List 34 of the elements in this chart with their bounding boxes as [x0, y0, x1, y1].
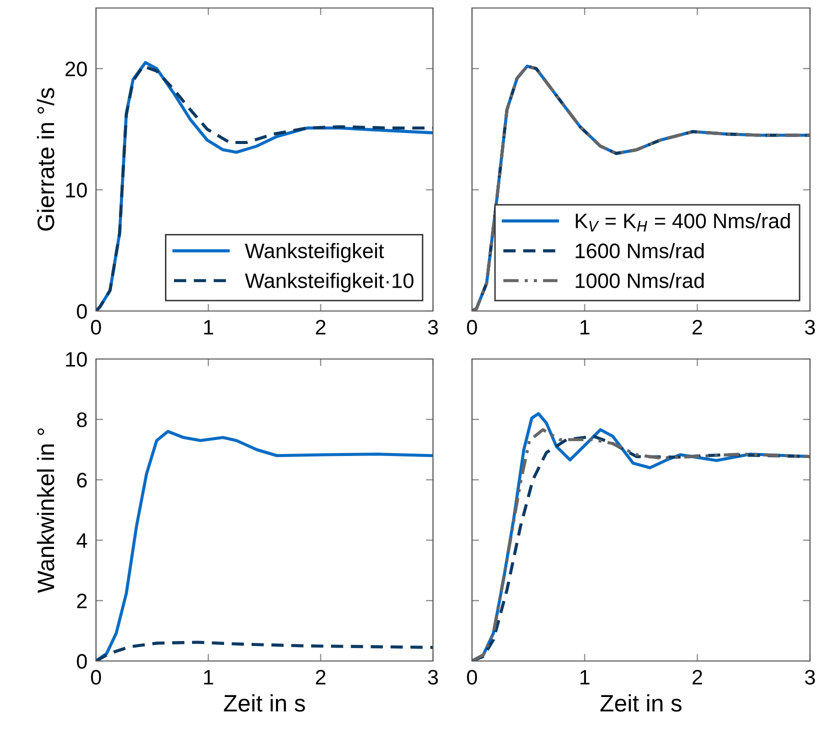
legend-label: Wanksteifigkeit·10 — [244, 272, 414, 292]
x-tick-label: 2 — [316, 320, 326, 334]
legend-label: Wanksteifigkeit — [244, 242, 384, 262]
y-tick-label: 0 — [76, 304, 87, 319]
x-tick-label: 3 — [805, 670, 815, 685]
x-axis-title: Zeit in s — [600, 694, 682, 712]
y-tick-label: 8 — [76, 412, 87, 428]
x-tick-label: 3 — [805, 320, 815, 335]
x-tick-label: 0 — [91, 670, 101, 685]
x-tick-label: 1 — [580, 670, 590, 684]
y-tick-label: 6 — [77, 472, 87, 488]
x-tick-label: 0 — [467, 320, 477, 335]
y-tick-label: 10 — [66, 182, 87, 198]
x-tick-label: 1 — [204, 320, 214, 334]
y-tick-label: 2 — [77, 594, 87, 608]
x-tick-label: 2 — [692, 320, 702, 334]
y-axis-title: Wankwinkel in ° — [36, 428, 54, 593]
y-axis-title: Gierrate in °/s — [36, 88, 54, 231]
y-tick-label: 0 — [76, 654, 87, 669]
x-tick-label: 0 — [467, 670, 477, 685]
x-axis-title: Zeit in s — [224, 694, 305, 712]
x-tick-label: 3 — [428, 670, 438, 685]
x-tick-label: 3 — [428, 320, 438, 335]
x-tick-label: 1 — [580, 320, 590, 334]
y-tick-label: 20 — [66, 62, 87, 76]
y-tick-label: 10 — [66, 352, 87, 367]
y-tick-label: 4 — [76, 533, 88, 548]
x-tick-label: 2 — [316, 670, 326, 684]
legend-label: K$_{V}$ = K$_{H}$ = 400 Nms/rad — [576, 213, 790, 232]
x-tick-label: 1 — [204, 670, 214, 684]
x-tick-label: 0 — [91, 320, 101, 335]
legend-label: 1000 Nms/rad — [576, 272, 704, 288]
x-tick-label: 2 — [692, 670, 702, 684]
legend-label: 1600 Nms/rad — [576, 242, 704, 258]
